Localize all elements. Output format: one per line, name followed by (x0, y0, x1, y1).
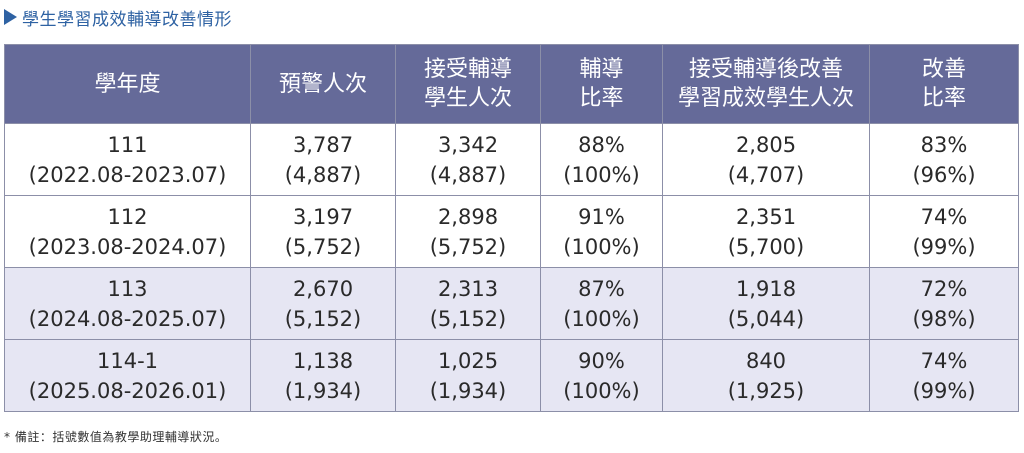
cell-counsel-rate: 88% (100%) (540, 123, 663, 196)
cell-improve-rate: 74% (99%) (869, 195, 1019, 268)
cell-improved-count: 2,351 (5,700) (662, 195, 870, 268)
cell-academic-year: 114-1 (2025.08-2026.01) (4, 339, 251, 412)
cell-improve-rate: 74% (99%) (869, 339, 1019, 412)
table-row: 114-1 (2025.08-2026.01) 1,138 (1,934) 1,02… (4, 339, 1019, 412)
cell-academic-year: 112 (2023.08-2024.07) (4, 195, 251, 268)
cell-warning-count: 3,197 (5,752) (250, 195, 396, 268)
cell-warning-count: 3,787 (4,887) (250, 123, 396, 196)
header-improve-rate: 改善 比率 (869, 44, 1019, 124)
cell-counseled-count: 2,898 (5,752) (395, 195, 541, 268)
cell-counsel-rate: 87% (100%) (540, 267, 663, 340)
header-warning-count: 預警人次 (250, 44, 396, 124)
cell-warning-count: 1,138 (1,934) (250, 339, 396, 412)
header-academic-year: 學年度 (4, 44, 251, 124)
table-row: 111 (2022.08-2023.07) 3,787 (4,887) 3,342(… (4, 123, 1019, 196)
cell-academic-year: 111 (2022.08-2023.07) (4, 123, 251, 196)
cell-counsel-rate: 91% (100%) (540, 195, 663, 268)
table-row: 113 (2024.08-2025.07) 2,670 (5,152) 2,313(… (4, 267, 1019, 340)
cell-academic-year: 113 (2024.08-2025.07) (4, 267, 251, 340)
page-title-text: 學生學習成效輔導改善情形 (22, 9, 232, 30)
cell-improve-rate: 83% (96%) (869, 123, 1019, 196)
table-row: 112 (2023.08-2024.07) 3,197 (5,752) 2,898(… (4, 195, 1019, 268)
counseling-table: 學年度 預警人次 接受輔導 學生人次 輔導 比率 接受輔導後改善 學習成效學生人… (4, 44, 1019, 412)
triangle-bullet-icon (4, 9, 17, 25)
footnote: * 備註：括號數值為教學助理輔導狀況。 (4, 430, 228, 444)
cell-counseled-count: 1,025 (1,934) (395, 339, 541, 412)
cell-improve-rate: 72% (98%) (869, 267, 1019, 340)
cell-counseled-count: 2,313 (5,152) (395, 267, 541, 340)
table-header-row: 學年度 預警人次 接受輔導 學生人次 輔導 比率 接受輔導後改善 學習成效學生人… (4, 44, 1019, 124)
header-counsel-rate: 輔導 比率 (540, 44, 663, 124)
cell-improved-count: 1,918 (5,044) (662, 267, 870, 340)
header-counseled-count: 接受輔導 學生人次 (395, 44, 541, 124)
cell-improved-count: 840 (1,925) (662, 339, 870, 412)
cell-counseled-count: 3,342 (4,887) (395, 123, 541, 196)
cell-warning-count: 2,670 (5,152) (250, 267, 396, 340)
cell-counsel-rate: 90% (100%) (540, 339, 663, 412)
page-title: 學生學習成效輔導改善情形 (4, 4, 232, 30)
header-improved-count: 接受輔導後改善 學習成效學生人次 (662, 44, 870, 124)
cell-improved-count: 2,805 (4,707) (662, 123, 870, 196)
